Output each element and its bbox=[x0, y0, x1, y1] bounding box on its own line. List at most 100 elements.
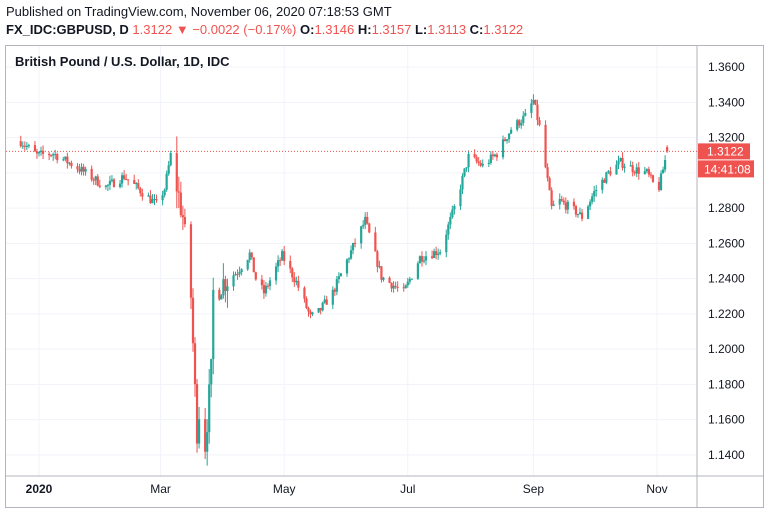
candle-body bbox=[637, 167, 640, 174]
candle-body bbox=[80, 166, 83, 172]
candle-body bbox=[467, 154, 470, 168]
candle-body bbox=[226, 286, 229, 291]
candle-body bbox=[631, 165, 634, 173]
candle-body bbox=[23, 145, 26, 147]
candle-body bbox=[191, 297, 195, 344]
candle-body bbox=[435, 251, 438, 256]
candle-body bbox=[155, 199, 158, 201]
candle-body bbox=[62, 159, 65, 161]
candle-body bbox=[297, 280, 300, 288]
candle-body bbox=[96, 176, 99, 186]
candle-body bbox=[50, 155, 53, 157]
candle-body bbox=[360, 226, 363, 244]
candle-body bbox=[495, 154, 499, 158]
countdown-tag bbox=[698, 160, 754, 178]
candle-body bbox=[451, 209, 454, 218]
symbol-label: FX_IDC:GBPUSD, D bbox=[6, 22, 129, 37]
candle-body bbox=[518, 120, 521, 126]
candle-body bbox=[404, 285, 407, 289]
candle-body bbox=[311, 312, 314, 315]
candle-body bbox=[465, 167, 468, 169]
candle-body bbox=[240, 269, 243, 273]
candle-body bbox=[615, 164, 618, 175]
candle-body bbox=[21, 145, 24, 147]
candle-body bbox=[501, 139, 505, 158]
candle-body bbox=[424, 256, 428, 261]
candle-body bbox=[41, 150, 45, 154]
candle-body bbox=[578, 212, 582, 215]
chart-title: British Pound / U.S. Dollar, 1D, IDC bbox=[15, 54, 230, 69]
candle-body bbox=[396, 286, 399, 288]
candle-body bbox=[167, 165, 170, 174]
candle-body bbox=[319, 308, 322, 311]
candle-body bbox=[607, 171, 610, 173]
candle-body bbox=[337, 276, 340, 280]
candle-body bbox=[106, 184, 109, 186]
candle-body bbox=[491, 154, 494, 157]
candle-body bbox=[595, 189, 598, 192]
y-tick-label: 1.1400 bbox=[708, 448, 745, 462]
candle-body bbox=[281, 251, 284, 261]
y-tick-label: 1.3400 bbox=[708, 95, 745, 109]
candle-body bbox=[197, 419, 201, 444]
candle-body bbox=[534, 99, 537, 105]
candle-body bbox=[418, 256, 422, 264]
candle-body bbox=[236, 274, 239, 276]
x-tick-label: 2020 bbox=[26, 482, 53, 496]
candle-body bbox=[621, 157, 624, 168]
chart-axes: 1.36001.34001.32001.30001.28001.26001.24… bbox=[6, 46, 763, 507]
candle-body bbox=[516, 120, 519, 130]
candle-body bbox=[52, 154, 55, 156]
candle-body bbox=[305, 298, 308, 308]
candle-body bbox=[520, 122, 523, 126]
x-tick-label: Jul bbox=[400, 482, 415, 496]
candle-body bbox=[433, 251, 436, 258]
candle-body bbox=[204, 419, 207, 452]
candle-body bbox=[331, 289, 334, 305]
candle-body bbox=[250, 252, 253, 258]
candle-body bbox=[522, 115, 525, 123]
last-price-tag bbox=[698, 143, 750, 160]
candle-body bbox=[254, 272, 257, 280]
candle-body bbox=[323, 299, 326, 303]
candle-body bbox=[445, 234, 448, 253]
candle-body bbox=[364, 216, 367, 225]
candle-body bbox=[56, 154, 59, 161]
candle-body bbox=[651, 175, 655, 182]
candle-body bbox=[593, 191, 596, 197]
candle-body bbox=[548, 178, 551, 191]
candle-body bbox=[264, 285, 268, 294]
candle-body bbox=[295, 280, 298, 283]
candle-body bbox=[335, 279, 338, 292]
candle-body bbox=[609, 171, 612, 175]
candle-body bbox=[110, 179, 114, 181]
candle-body bbox=[572, 201, 576, 207]
candle-body bbox=[380, 266, 383, 280]
candle-body bbox=[137, 183, 140, 189]
countdown-tag-label: 14:41:08 bbox=[704, 162, 751, 176]
candle-body bbox=[39, 150, 43, 153]
x-tick-label: Sep bbox=[523, 482, 545, 496]
candle-body bbox=[163, 189, 166, 196]
candle-body bbox=[135, 183, 138, 185]
candle-body bbox=[507, 133, 511, 140]
candle-body bbox=[189, 224, 193, 298]
candle-body bbox=[133, 180, 136, 184]
candle-body bbox=[538, 120, 541, 125]
candle-body bbox=[406, 281, 409, 286]
candle-body bbox=[566, 201, 569, 210]
symbol-ohlc-line: FX_IDC:GBPUSD, D 1.3122 ▼ −0.0022 (−0.17… bbox=[6, 22, 523, 37]
candle-body bbox=[481, 163, 484, 166]
candle-body bbox=[605, 172, 608, 183]
candle-body bbox=[195, 384, 199, 444]
candle-body bbox=[76, 166, 79, 170]
candle-body bbox=[303, 287, 306, 299]
x-tick-label: May bbox=[273, 482, 296, 496]
candle-body bbox=[347, 258, 351, 260]
candle-body bbox=[222, 279, 225, 296]
candle-body bbox=[141, 193, 144, 197]
candle-body bbox=[309, 311, 312, 315]
candle-body bbox=[149, 195, 152, 204]
candle-body bbox=[430, 256, 434, 258]
